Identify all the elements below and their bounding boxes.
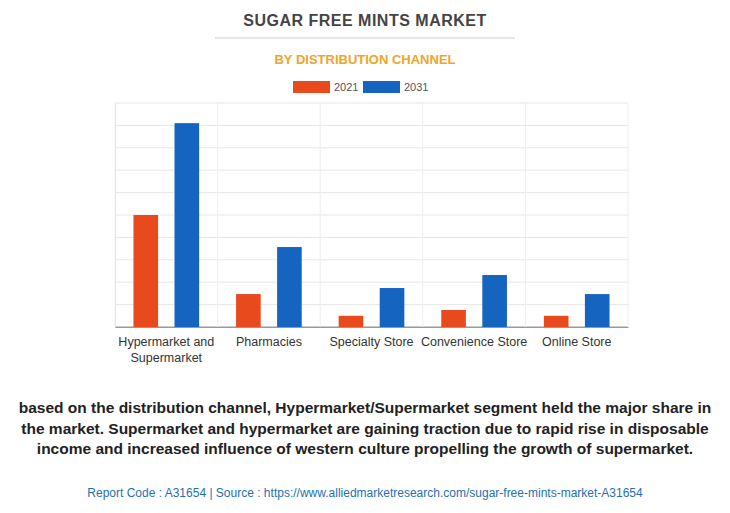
bar [585, 294, 610, 327]
bars [133, 123, 609, 327]
category-divider [422, 103, 423, 327]
subtitle: BY DISTRIBUTION CHANNEL [274, 52, 455, 67]
bar [236, 294, 261, 327]
x-tick-label: Online Store [542, 335, 612, 349]
y-axis [115, 104, 117, 328]
x-axis-line [116, 327, 629, 328]
category-divider [217, 103, 218, 327]
legend-swatch [293, 81, 330, 93]
bar [441, 310, 466, 327]
caption: based on the distribution channel, Hyper… [10, 398, 720, 460]
x-tick: Convenience Store [421, 327, 527, 349]
x-tick-label: Specialty Store [329, 335, 413, 349]
legend: 2021 2031 [293, 81, 428, 93]
category-divider [115, 103, 116, 327]
footer: Report Code : A31654 | Source : https://… [0, 486, 730, 500]
grid [115, 103, 628, 327]
bar [482, 275, 507, 327]
category-divider [628, 103, 629, 327]
x-tick-label: Convenience Store [421, 335, 527, 349]
category-divider [525, 103, 526, 327]
category-divider [320, 103, 321, 327]
bar [175, 123, 200, 327]
title: SUGAR FREE MINTS MARKET [243, 12, 487, 29]
bar [133, 215, 158, 327]
legend-swatch [363, 81, 400, 93]
y-axis-line [115, 104, 116, 328]
bar [544, 316, 569, 327]
x-tick-label: Hypermarket andSupermarket [118, 335, 214, 365]
x-tick: Pharmacies [236, 327, 302, 349]
x-tick: Hypermarket andSupermarket [118, 327, 214, 365]
legend-label: 2021 [334, 81, 358, 93]
bar [339, 316, 364, 327]
bar [380, 288, 405, 327]
legend-label: 2031 [404, 81, 428, 93]
x-tick-label: Pharmacies [236, 335, 302, 349]
grid-line [115, 103, 628, 104]
x-tick: Online Store [542, 327, 612, 349]
x-tick: Specialty Store [329, 327, 413, 349]
bar [277, 247, 302, 327]
x-axis: Hypermarket andSupermarket Pharmacies Spec… [116, 327, 629, 365]
title-rule [215, 38, 515, 39]
